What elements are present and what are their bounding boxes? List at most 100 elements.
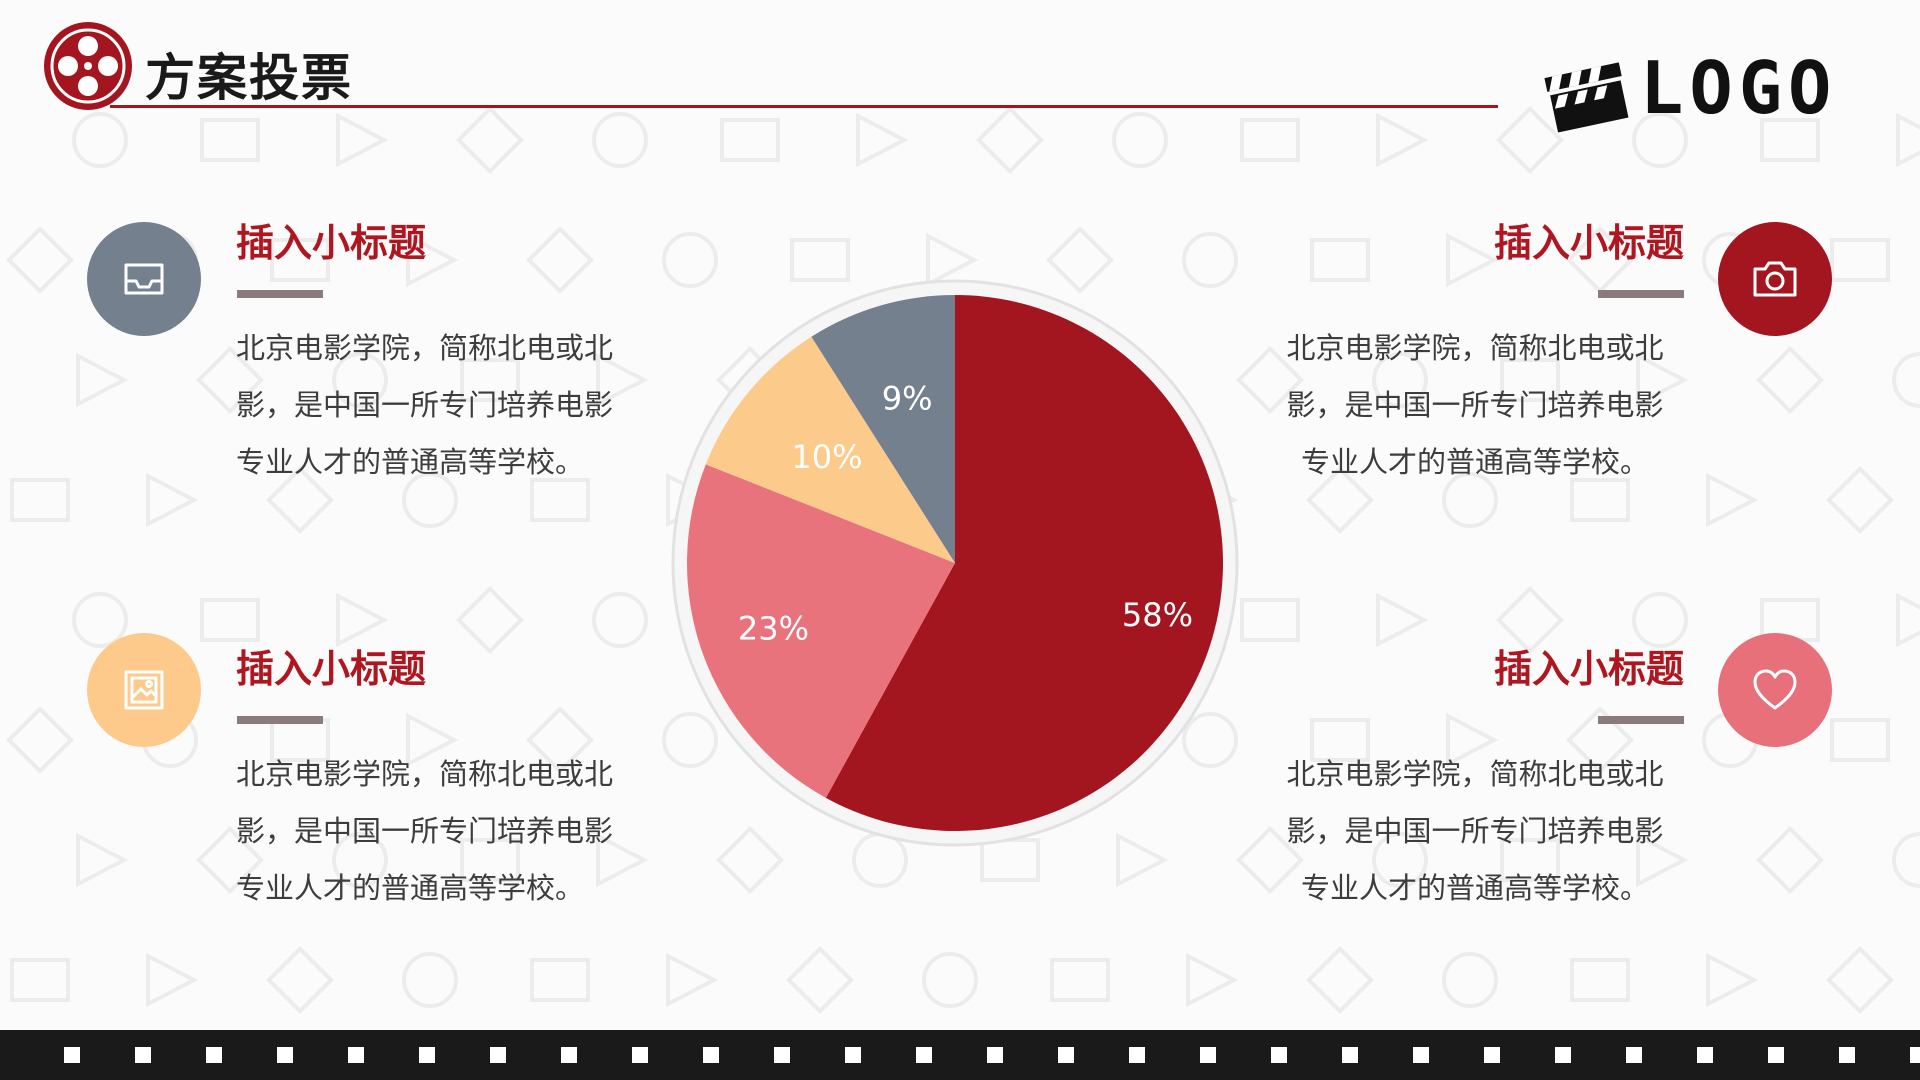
background-doodle	[922, 952, 978, 1008]
text-line: 专业人才的普通高等学校。	[236, 445, 585, 479]
header-divider	[110, 105, 1498, 108]
background-doodle	[76, 352, 129, 408]
pie-label-23pct: 23%	[738, 609, 809, 647]
background-doodle	[72, 592, 128, 648]
background-doodle	[336, 112, 389, 168]
pie-label-10pct: 10%	[791, 438, 862, 476]
background-doodle	[1112, 112, 1168, 168]
background-doodle	[1376, 592, 1429, 648]
background-doodle	[406, 232, 459, 288]
background-doodle	[1500, 838, 1560, 882]
background-doodle	[1830, 238, 1890, 282]
film-hole	[916, 1047, 932, 1063]
film-hole	[1271, 1047, 1287, 1063]
background-doodle	[1446, 232, 1499, 288]
heart-icon	[1718, 633, 1832, 747]
film-hole	[561, 1047, 577, 1063]
film-hole	[1413, 1047, 1429, 1063]
background-doodle	[1756, 346, 1824, 414]
background-doodle	[1310, 238, 1370, 282]
background-doodle	[526, 706, 594, 774]
background-doodle	[856, 112, 909, 168]
background-doodle	[460, 358, 520, 402]
background-doodle	[266, 946, 334, 1014]
background-doodle	[72, 112, 128, 168]
block-text-bottom-left: 北京电影学院，简称北电或北 影，是中国一所专门培养电影 专业人才的普通高等学校。	[236, 746, 666, 917]
text-line: 专业人才的普通高等学校。	[1300, 871, 1649, 905]
background-doodle	[406, 712, 459, 768]
logo-text: LOGO	[1640, 46, 1838, 130]
background-doodle	[976, 106, 1044, 174]
background-doodle	[1496, 106, 1564, 174]
background-doodle	[1566, 706, 1634, 774]
pie-slice-9pct	[811, 295, 955, 563]
block-bar-bottom-left	[237, 716, 323, 724]
background-doodle	[1570, 958, 1630, 1002]
block-title-bottom-left: 插入小标题	[236, 647, 427, 691]
pie-label-58pct: 58%	[1122, 596, 1193, 634]
film-hole	[64, 1047, 80, 1063]
film-hole	[1200, 1047, 1216, 1063]
background-doodle	[1182, 712, 1238, 768]
film-hole	[1626, 1047, 1642, 1063]
background-doodle	[402, 952, 458, 1008]
film-hole	[774, 1047, 790, 1063]
text-line: 专业人才的普通高等学校。	[1300, 445, 1649, 479]
film-hole	[277, 1047, 293, 1063]
background-doodle	[1760, 118, 1820, 162]
background-doodle	[1830, 718, 1890, 762]
background-doodle	[146, 952, 199, 1008]
background-doodle	[592, 112, 648, 168]
inbox-tray-icon	[87, 222, 201, 336]
background-doodle	[596, 832, 649, 888]
background-doodle	[1570, 478, 1630, 522]
background-doodle	[1306, 466, 1374, 534]
background-doodle	[662, 712, 718, 768]
film-hole	[206, 1047, 222, 1063]
background-doodle	[1636, 352, 1689, 408]
block-title-bottom-right: 插入小标题	[1493, 647, 1684, 691]
background-doodle	[526, 226, 594, 294]
background-doodle	[1050, 958, 1110, 1002]
background-doodle	[1240, 118, 1300, 162]
block-text-top-left: 北京电影学院，简称北电或北 影，是中国一所专门培养电影 专业人才的普通高等学校。	[236, 320, 666, 491]
background-doodle	[200, 598, 260, 642]
background-doodle	[196, 826, 264, 894]
clapperboard-icon	[1544, 62, 1629, 133]
text-line: 影，是中国一所专门培养电影	[236, 388, 614, 422]
pie-label-9pct: 9%	[882, 379, 933, 417]
background-doodle	[592, 592, 648, 648]
block-text-bottom-right: 北京电影学院，简称北电或北 影，是中国一所专门培养电影 专业人才的普通高等学校。	[1260, 746, 1690, 917]
film-hole	[1555, 1047, 1571, 1063]
background-doodle	[530, 478, 590, 522]
background-pattern	[6, 106, 1920, 1014]
text-line: 北京电影学院，简称北电或北	[236, 331, 614, 365]
background-doodle	[196, 346, 264, 414]
background-doodle	[270, 238, 330, 282]
background-doodle	[1310, 718, 1370, 762]
background-doodle	[1896, 592, 1920, 648]
background-doodle	[10, 478, 70, 522]
background-doodle	[460, 838, 520, 882]
background-doodle	[1240, 598, 1300, 642]
background-doodle	[456, 586, 524, 654]
text-line: 影，是中国一所专门培养电影	[1286, 388, 1664, 422]
film-reel-icon	[44, 22, 132, 110]
background-doodle	[1706, 472, 1759, 528]
background-doodle	[456, 106, 524, 174]
block-bar-top-left	[237, 290, 323, 298]
background-doodle	[1372, 832, 1428, 888]
background-doodle	[6, 226, 74, 294]
background-doodle	[790, 238, 850, 282]
background-doodle	[1236, 826, 1304, 894]
background-doodle	[1896, 112, 1920, 168]
film-hole	[1129, 1047, 1145, 1063]
background-doodle	[266, 466, 334, 534]
background-doodle	[1756, 826, 1824, 894]
background-doodle	[1116, 832, 1169, 888]
text-line: 北京电影学院，简称北电或北	[1286, 757, 1664, 791]
background-doodle	[926, 232, 979, 288]
block-bar-bottom-right	[1598, 716, 1684, 724]
pie-chart: 58% 23% 10% 9%	[671, 279, 1239, 847]
background-doodle	[76, 832, 129, 888]
